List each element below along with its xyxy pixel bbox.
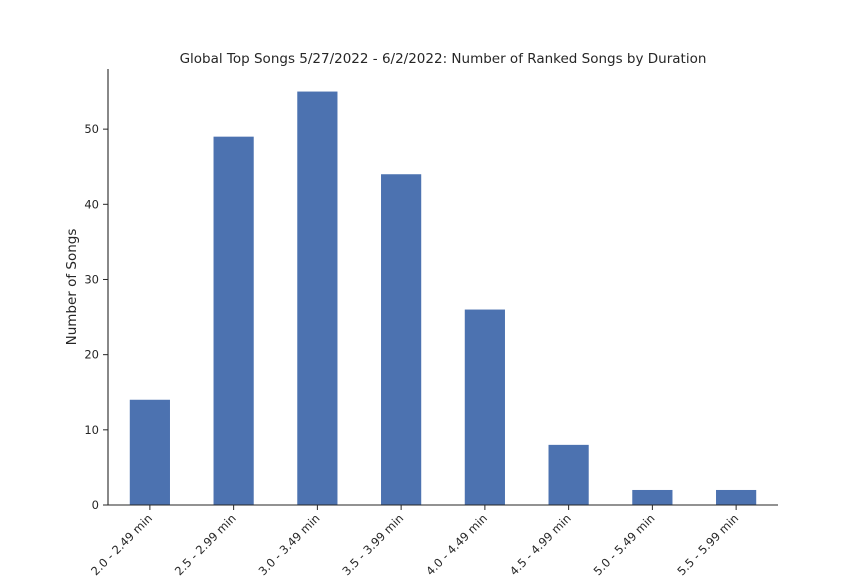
- chart-title: Global Top Songs 5/27/2022 - 6/2/2022: N…: [180, 51, 707, 67]
- y-tick-label-2: 20: [84, 348, 99, 362]
- bar-4: [464, 309, 505, 505]
- bar-3: [381, 174, 422, 506]
- x-tick-label-6: 5.0 - 5.49 min: [591, 511, 658, 576]
- y-tick-label-5: 50: [84, 122, 99, 136]
- x-tick-label-2: 3.0 - 3.49 min: [256, 511, 323, 576]
- x-axis-ticks: 2.0 - 2.49 min 2.5 - 2.99 min 3.0 - 3.49 m…: [88, 505, 741, 578]
- y-tick-label-4: 40: [84, 197, 99, 211]
- bar-0: [129, 399, 170, 505]
- bar-2: [297, 91, 338, 506]
- bars-group: [129, 91, 757, 506]
- y-axis-ticks: 0 10 20 30 40 50: [84, 122, 108, 512]
- x-tick-label-3: 3.5 - 3.99 min: [339, 511, 406, 576]
- bar-1: [213, 136, 254, 505]
- x-tick-label-5: 4.5 - 4.99 min: [507, 511, 574, 576]
- x-tick-label-7: 5.5 - 5.99 min: [674, 511, 741, 576]
- x-tick-label-0: 2.0 - 2.49 min: [88, 511, 155, 576]
- bar-6: [632, 489, 673, 505]
- x-tick-label-1: 2.5 - 2.99 min: [172, 511, 239, 576]
- y-tick-label-3: 30: [84, 272, 99, 286]
- y-tick-label-0: 0: [92, 498, 99, 512]
- bar-7: [716, 489, 757, 505]
- y-tick-label-1: 10: [84, 423, 99, 437]
- y-axis-label: Number of Songs: [64, 229, 80, 346]
- bar-5: [548, 444, 589, 505]
- x-tick-label-4: 4.0 - 4.49 min: [423, 511, 490, 576]
